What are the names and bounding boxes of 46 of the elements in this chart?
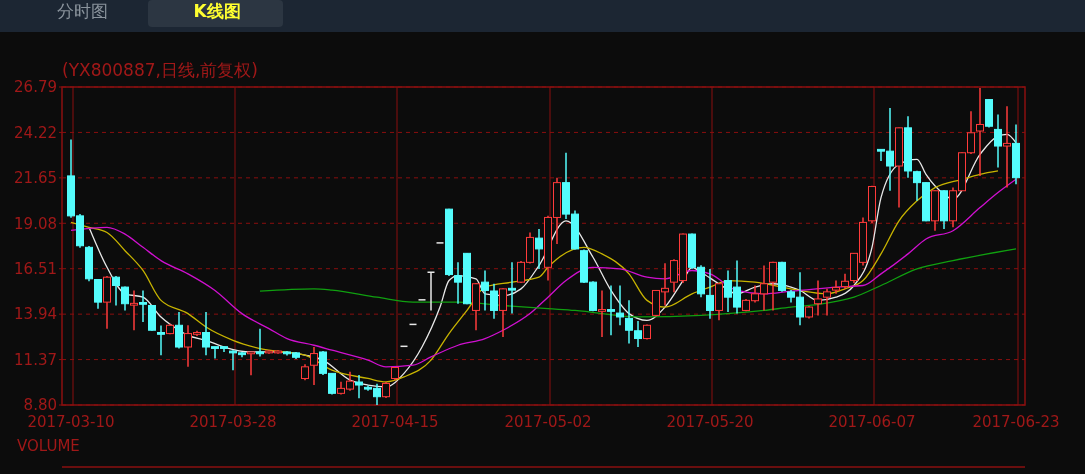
candlestick	[157, 324, 165, 356]
candlestick	[823, 288, 831, 317]
candlestick	[139, 289, 147, 323]
candlestick	[535, 228, 543, 270]
candlestick	[355, 374, 363, 400]
candlestick	[832, 279, 840, 295]
candlestick	[607, 284, 615, 337]
candlestick	[814, 279, 822, 317]
candlestick	[426, 271, 436, 312]
candlestick	[310, 346, 318, 386]
candlestick	[256, 327, 264, 358]
x-tick-label: 2017-03-28	[189, 413, 277, 431]
y-tick-label: 16.51	[14, 259, 57, 278]
candlestick	[112, 275, 120, 307]
candlestick	[130, 289, 138, 331]
x-tick-label: 2017-03-10	[27, 413, 115, 431]
text: VOLUME	[17, 437, 80, 455]
text: K线图	[193, 1, 241, 21]
x-tick-label: 2017-06-23	[972, 413, 1060, 431]
candlestick	[94, 278, 102, 310]
y-tick-label: 24.22	[14, 123, 57, 142]
candlestick	[616, 284, 624, 327]
candlestick	[976, 87, 984, 177]
x-tick-label: 2017-05-20	[666, 413, 754, 431]
candlestick	[499, 287, 507, 338]
y-tick-label: 8.80	[23, 396, 57, 415]
y-tick-label: 11.37	[14, 350, 57, 369]
candlestick	[247, 351, 255, 376]
x-tick-label: 2017-06-07	[828, 413, 916, 431]
candlestick	[1003, 105, 1011, 189]
candlestick	[769, 261, 777, 312]
y-tick-label: 26.79	[14, 78, 57, 97]
candlestick	[598, 289, 606, 338]
x-tick-label: 2017-05-02	[504, 413, 592, 431]
x-tick-label: 2017-04-15	[351, 413, 439, 431]
candlestick	[508, 261, 516, 315]
candlestick	[994, 113, 1002, 169]
candlestick	[175, 311, 183, 350]
line-series	[259, 248, 1017, 318]
candlestick	[706, 268, 714, 320]
y-tick-label: 13.94	[14, 305, 57, 324]
y-tick-label: 21.65	[14, 169, 57, 188]
y-tick-label: 19.08	[14, 214, 57, 233]
candlestick	[121, 285, 129, 312]
text: 分时图	[56, 1, 108, 21]
chart-title: (YX800887,日线,前复权)	[62, 60, 258, 80]
